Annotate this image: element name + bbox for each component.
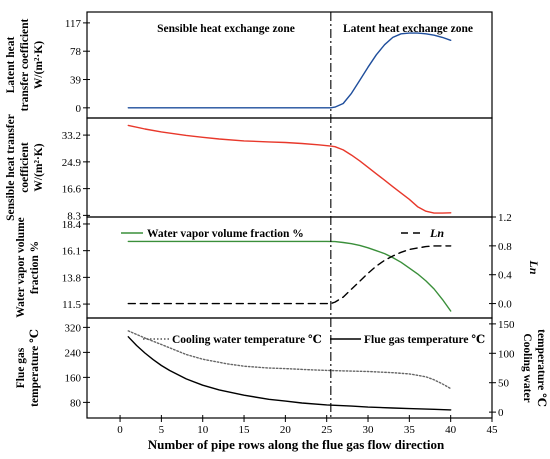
x-tick-label-8: 40 [445,424,457,436]
ylabel-temperature-line-1: temperature ℃ [29,329,41,407]
left-tick-label-latent-3: 117 [65,18,82,30]
right-tick-label-vapor-1: 0.4 [498,270,512,282]
x-tick-label-9: 45 [487,424,499,436]
ylabel-latent-line-0: Latent heat [5,37,17,94]
right-axis-label-temperature-line-1: temperature ℃ [535,329,547,407]
x-tick-label-3: 15 [239,424,251,436]
series-line-sensible-0 [127,124,452,214]
left-tick-label-temperature-0: 80 [70,397,82,409]
left-tick-label-latent-1: 39 [70,75,82,87]
right-axis-label-temperature-line-0: Cooling water [521,333,533,402]
ylabel-latent-line-2: W/(m²·K) [33,41,45,89]
x-tick-label-5: 25 [321,424,333,436]
series-line-temperature-0 [127,330,452,390]
left-tick-label-vapor-1: 13.8 [62,272,82,284]
left-tick-label-latent-2: 78 [70,46,82,58]
x-tick-label-4: 20 [280,424,292,436]
left-tick-label-latent-0: 0 [76,103,82,115]
left-tick-label-sensible-0: 8.3 [67,210,81,222]
ylabel-vapor-line-0: Water vapor volume [15,217,27,318]
sensible-zone-label: Sensible heat exchange zone [157,23,295,35]
legend-label-temperature-0: Cooling water temperature ℃ [172,334,322,346]
ylabel-sensible-line-2: W/(m²·K) [33,143,45,191]
left-tick-label-temperature-2: 240 [65,347,82,359]
right-tick-label-vapor-2: 0.8 [498,241,512,253]
latent-zone-label: Latent heat exchange zone [343,23,473,35]
left-tick-label-sensible-3: 33.2 [62,130,81,142]
series-line-latent-0 [127,32,452,109]
ylabel-latent-line-1: transfer coefficient [19,18,31,111]
ylabel-vapor-line-1: fraction % [29,241,41,294]
legend-label-vapor-1: Ln [429,226,444,240]
series-line-vapor-0 [127,240,452,312]
series-line-temperature-1 [127,336,452,411]
legend-label-vapor-0: Water vapor volume fraction % [147,228,304,240]
left-tick-label-temperature-1: 160 [65,372,82,384]
x-tick-label-6: 30 [363,424,375,436]
left-tick-label-vapor-3: 18.4 [62,219,82,231]
right-tick-label-temperature-3: 150 [498,319,515,331]
left-tick-label-temperature-3: 320 [65,322,82,334]
x-axis-label: Number of pipe rows along the flue gas f… [148,437,445,452]
ylabel-sensible-line-1: coefficient [19,142,31,193]
right-tick-label-temperature-2: 100 [498,348,515,360]
x-tick-label-2: 10 [197,424,209,436]
left-tick-label-sensible-1: 16.6 [62,184,82,196]
right-tick-label-vapor-3: 1.2 [498,212,512,224]
ylabel-temperature-line-0: Flue gas [15,347,27,388]
right-tick-label-temperature-0: 0 [498,407,504,419]
right-tick-label-vapor-0: 0.0 [498,299,512,311]
series-line-vapor-1 [127,245,452,305]
right-tick-label-temperature-1: 50 [498,378,510,390]
legend-label-temperature-1: Flue gas temperature ℃ [364,334,485,346]
x-tick-label-1: 5 [159,424,165,436]
x-tick-label-7: 35 [404,424,416,436]
left-tick-label-vapor-2: 16.1 [62,246,81,258]
panel-frame-sensible [86,117,493,218]
panel-frame-temperature [86,317,493,419]
x-tick-label-0: 0 [117,424,123,436]
left-tick-label-sensible-2: 24.9 [62,157,82,169]
left-tick-label-vapor-0: 11.5 [62,299,81,311]
ylabel-sensible-line-0: Sensible heat transfer [5,114,17,221]
right-axis-label-vapor: Ln [527,259,541,274]
